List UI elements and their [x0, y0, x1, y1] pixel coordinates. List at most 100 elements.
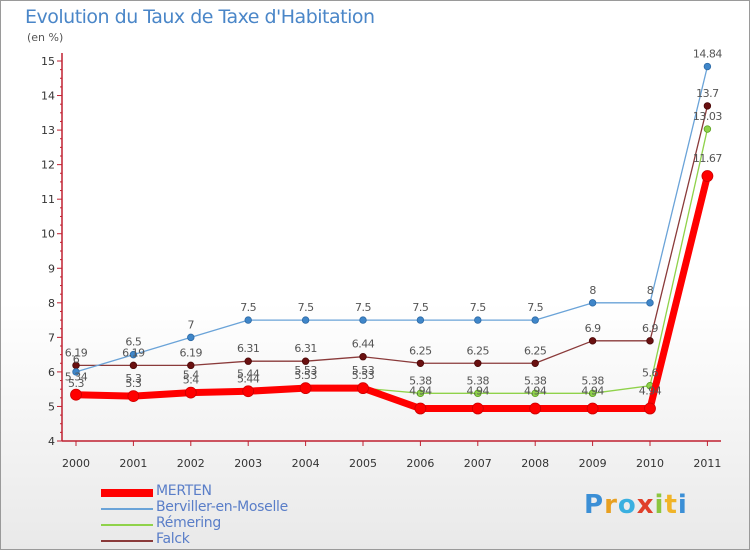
x-tick-label: 2002	[177, 457, 205, 470]
data-label-merten: 4.94	[639, 385, 662, 398]
data-point-falck	[359, 353, 367, 361]
data-label-merten: 4.94	[524, 385, 547, 398]
data-label-berviller-en-moselle: 8	[647, 284, 654, 297]
series-line-falck	[76, 105, 709, 366]
data-point-falck	[474, 359, 482, 367]
legend-label: MERTEN	[156, 483, 212, 499]
x-tick-label: 2003	[234, 457, 262, 470]
y-tick-label: 5	[48, 400, 55, 413]
y-tick-label: 4	[48, 435, 55, 448]
chart-unit-label: (en %)	[27, 31, 64, 44]
data-label-berviller-en-moselle: 7.5	[470, 301, 486, 314]
data-label-merten: 5.34	[65, 371, 88, 384]
data-label-falck: 6.19	[180, 346, 203, 359]
data-label-r-mering: 5.4	[183, 374, 199, 387]
data-label-merten: 5.4	[183, 369, 199, 382]
data-point-falck	[703, 102, 712, 110]
y-tick-label: 12	[41, 159, 55, 172]
data-label-r-mering: 5.53	[294, 369, 317, 382]
data-label-merten: 4.94	[581, 385, 604, 398]
y-tick-label: 15	[41, 55, 55, 68]
data-label-r-mering: 5.3	[68, 377, 84, 390]
data-label-merten: 4.94	[409, 385, 432, 398]
series-line-r-mering	[76, 128, 709, 397]
y-tick-label: 8	[48, 297, 55, 310]
data-label-r-mering: 5.44	[237, 372, 260, 385]
data-label-merten: 5.44	[237, 367, 260, 380]
data-point-merten	[701, 170, 714, 182]
data-label-r-mering: 5.38	[581, 374, 604, 387]
data-point-r-mering	[531, 389, 539, 398]
data-label-berviller-en-moselle: 7.5	[355, 301, 371, 314]
data-point-r-mering	[474, 389, 482, 398]
legend-label: Rémering	[156, 515, 221, 531]
y-tick-label: 10	[41, 228, 55, 241]
data-label-r-mering: 5.38	[409, 374, 432, 387]
legend-label: Falck	[156, 531, 190, 547]
logo-letter: t	[664, 490, 678, 520]
proxiti-logo: Proxiti	[584, 490, 688, 520]
x-tick-label: 2004	[292, 457, 320, 470]
data-point-berviller-en-moselle	[703, 62, 712, 71]
data-label-berviller-en-moselle: 7.5	[298, 301, 314, 314]
logo-letter: o	[617, 490, 637, 520]
data-point-falck	[646, 337, 654, 345]
data-label-falck: 6.44	[352, 338, 375, 351]
data-point-r-mering	[588, 389, 597, 398]
data-point-falck	[416, 359, 425, 367]
data-point-merten	[184, 386, 197, 399]
data-label-falck: 6.19	[65, 346, 88, 359]
series-line-berviller-en-moselle	[75, 66, 709, 373]
data-point-merten	[414, 402, 427, 415]
data-point-merten	[357, 382, 369, 395]
data-label-falck: 6.19	[122, 346, 145, 359]
data-point-falck	[301, 357, 310, 365]
x-tick-label: 2008	[521, 457, 549, 470]
data-label-falck: 6.31	[294, 342, 317, 355]
data-label-falck: 13.7	[696, 87, 719, 100]
x-tick-label: 2000	[62, 457, 90, 470]
x-tick-label: 2009	[579, 457, 607, 470]
legend-swatch	[101, 524, 153, 526]
logo-letter: P	[584, 490, 605, 520]
series-line-merten	[75, 175, 711, 413]
data-point-berviller-en-moselle	[588, 299, 597, 307]
y-tick-label: 11	[41, 193, 55, 206]
data-point-berviller-en-moselle	[646, 299, 654, 307]
data-point-falck	[129, 361, 138, 370]
data-label-merten: 5.53	[294, 364, 317, 377]
data-label-r-mering: 13.03	[693, 110, 722, 123]
data-label-r-mering: 5.38	[524, 374, 547, 387]
data-point-merten	[242, 385, 255, 398]
x-tick-label: 2006	[406, 457, 434, 470]
data-point-berviller-en-moselle	[531, 316, 539, 324]
data-point-merten	[471, 402, 484, 415]
y-tick-label: 7	[48, 331, 55, 344]
data-label-berviller-en-moselle: 6.5	[125, 336, 141, 349]
y-tick-label: 6	[48, 366, 55, 379]
data-label-berviller-en-moselle: 6	[73, 353, 80, 366]
data-label-falck: 6.9	[642, 322, 658, 335]
data-label-berviller-en-moselle: 14.84	[693, 48, 722, 61]
data-label-berviller-en-moselle: 8	[589, 284, 596, 297]
data-point-berviller-en-moselle	[474, 316, 482, 324]
x-tick-label: 2005	[349, 457, 377, 470]
data-point-berviller-en-moselle	[187, 333, 195, 342]
legend-swatch	[101, 540, 153, 542]
data-point-merten	[644, 402, 656, 415]
data-label-merten: 5.53	[352, 364, 375, 377]
x-tick-label: 2001	[119, 457, 147, 470]
data-point-falck	[244, 357, 252, 365]
data-point-berviller-en-moselle	[359, 316, 367, 324]
data-label-berviller-en-moselle: 7.5	[412, 301, 428, 314]
data-point-berviller-en-moselle	[301, 316, 310, 324]
legend-label: Berviller-en-Moselle	[156, 499, 288, 515]
data-point-falck	[187, 361, 195, 370]
data-label-berviller-en-moselle: 7	[188, 318, 195, 331]
data-label-r-mering: 5.3	[125, 377, 141, 390]
data-point-r-mering	[416, 389, 425, 398]
data-label-berviller-en-moselle: 7.5	[240, 301, 256, 314]
y-tick-label: 14	[41, 90, 55, 103]
